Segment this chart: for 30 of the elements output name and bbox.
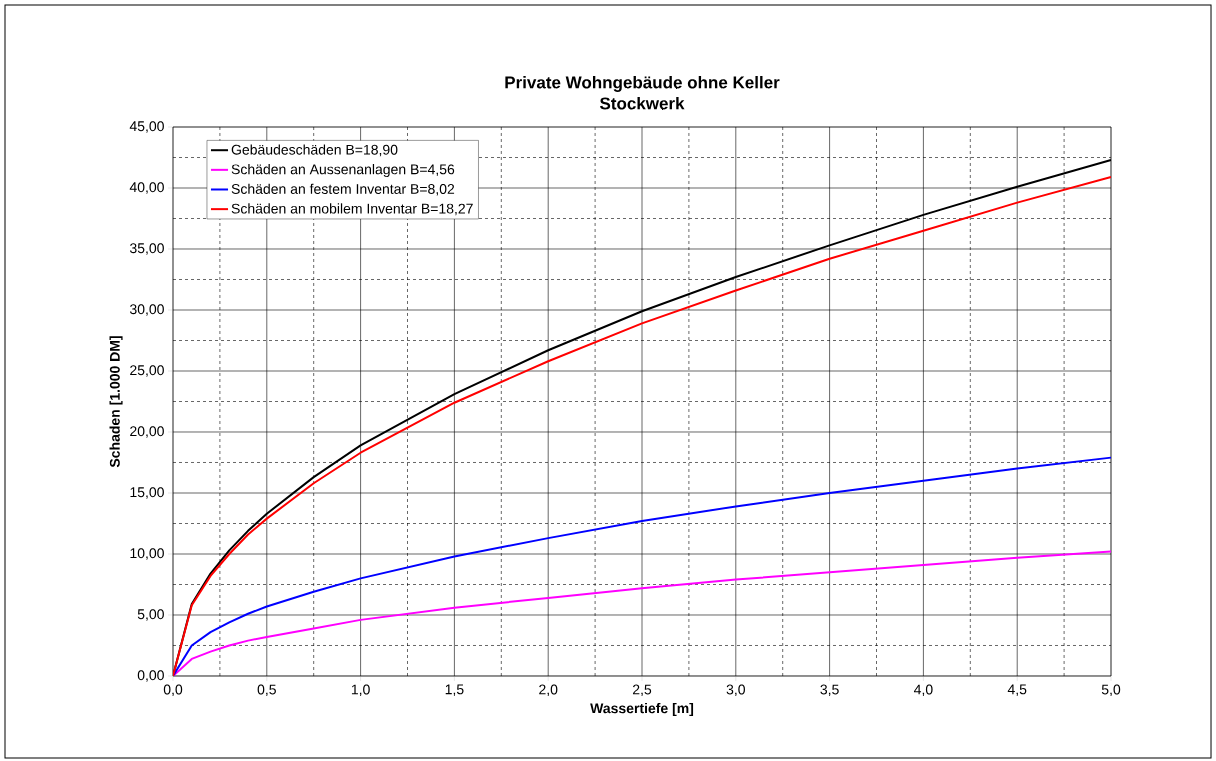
x-tick-label: 4,0 bbox=[913, 684, 933, 697]
y-tick-label: 20,00 bbox=[130, 426, 164, 438]
y-tick-label: 45,00 bbox=[129, 121, 164, 133]
x-axis-title: Wassertiefe [m] bbox=[590, 702, 694, 717]
x-tick-label: 5,0 bbox=[1101, 684, 1121, 697]
y-tick-label: 0,00 bbox=[137, 670, 164, 682]
y-axis-title: Schaden [1.000 DM] bbox=[109, 336, 123, 468]
x-tick-label: 3,5 bbox=[820, 684, 839, 697]
y-tick-label: 10,00 bbox=[130, 548, 164, 560]
x-tick-label: 4,5 bbox=[1007, 684, 1027, 696]
y-tick-label: 35,00 bbox=[129, 243, 164, 255]
legend-label: Schäden an festem Inventar B=8,02 bbox=[231, 183, 455, 196]
x-tick-label: 0,5 bbox=[257, 684, 276, 697]
x-tick-label: 2,0 bbox=[539, 684, 558, 697]
y-tick-label: 40,00 bbox=[129, 182, 164, 194]
x-tick-label: 3,0 bbox=[726, 684, 745, 697]
chart-title: Private Wohngebäude ohne Keller bbox=[505, 75, 780, 92]
x-tick-label: 0,0 bbox=[163, 684, 183, 697]
legend-label: Schäden an mobilem Inventar B=18,27 bbox=[231, 203, 473, 216]
x-tick-label: 1,5 bbox=[445, 684, 464, 696]
y-tick-label: 25,00 bbox=[130, 365, 164, 377]
y-tick-label: 5,00 bbox=[137, 609, 164, 621]
y-tick-label: 30,00 bbox=[129, 304, 164, 316]
x-tick-label: 1,0 bbox=[351, 684, 370, 697]
line-series bbox=[173, 456, 1112, 676]
x-tick-label: 2,5 bbox=[632, 684, 652, 697]
legend-label: Gebäudeschäden B=18,90 bbox=[231, 144, 398, 157]
chart-subtitle: Stockwerk bbox=[599, 96, 685, 110]
legend-label: Schäden an Aussenanlagen B=4,56 bbox=[231, 164, 455, 178]
y-tick-label: 15,00 bbox=[130, 487, 164, 499]
